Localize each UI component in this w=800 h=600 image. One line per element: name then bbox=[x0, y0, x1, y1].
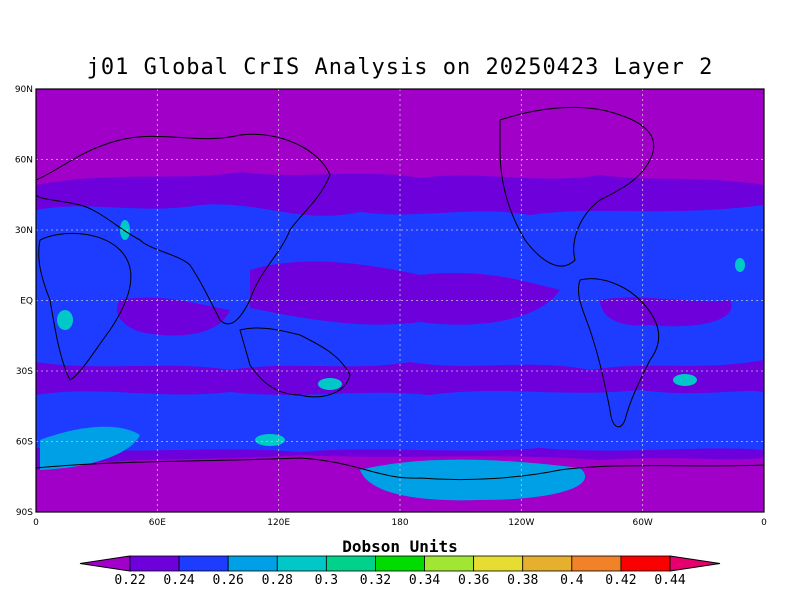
longitude-label: 120E bbox=[267, 518, 290, 528]
colorbar-tick-labels: 0.22 0.24 0.26 0.28 0.3 0.32 0.34 0.36 0.38 0.4 0.… bbox=[114, 573, 685, 588]
arctic-band bbox=[36, 89, 764, 185]
longitude-label: 120W bbox=[508, 518, 534, 528]
colorbar-high-arrow bbox=[669, 555, 721, 572]
longitude-labels: 0 60E 120E 180 120W 60W 0 bbox=[33, 518, 767, 528]
colorbar-tick-label: 0.42 bbox=[605, 573, 636, 588]
colorbar-swatch bbox=[129, 555, 180, 572]
colorbar-tick-label: 0.3 bbox=[315, 573, 338, 588]
longitude-label: 60E bbox=[149, 518, 166, 528]
colorbar-swatch bbox=[276, 555, 327, 572]
longitude-label: 60W bbox=[632, 518, 652, 528]
cyan-patch-3 bbox=[255, 434, 285, 446]
map-frame bbox=[35, 88, 765, 513]
tropical-purple-patch-1 bbox=[250, 261, 560, 325]
tropical-purple-patch-3 bbox=[116, 297, 230, 336]
colorbar-tick-label: 0.28 bbox=[262, 573, 293, 588]
map-gridlines bbox=[36, 89, 764, 512]
colorbar-tick-label: 0.22 bbox=[114, 573, 145, 588]
latitude-label: 90N bbox=[15, 85, 33, 95]
colorbar-swatch bbox=[424, 555, 475, 572]
colorbar-swatch bbox=[620, 555, 671, 572]
latitude-label: 60N bbox=[15, 156, 33, 166]
latitude-labels: 90N 60N 30N EQ 30S 60S 90S bbox=[15, 85, 33, 518]
longitude-label: 180 bbox=[391, 518, 408, 528]
colorbar-tick-label: 0.34 bbox=[409, 573, 440, 588]
cyan-patch-4 bbox=[318, 378, 342, 390]
colorbar-tick-label: 0.4 bbox=[560, 573, 584, 588]
colorbar-swatch bbox=[571, 555, 622, 572]
colorbar-swatch bbox=[522, 555, 573, 572]
colorbar-tick-label: 0.26 bbox=[213, 573, 244, 588]
latitude-label: 60S bbox=[16, 438, 33, 448]
cyan-patch-5 bbox=[735, 258, 745, 272]
southern-cyan-patch bbox=[40, 426, 140, 470]
colorbar-swatch bbox=[227, 555, 278, 572]
latitude-label: 90S bbox=[16, 508, 33, 518]
colorbar-tick-label: 0.24 bbox=[163, 573, 194, 588]
longitude-label: 0 bbox=[33, 518, 39, 528]
latitude-label: 30S bbox=[16, 367, 33, 377]
colorbar-swatch bbox=[178, 555, 229, 572]
colorbar-swatch bbox=[473, 555, 524, 572]
map-title: j01 Global CrIS Analysis on 20250423 Lay… bbox=[86, 55, 714, 80]
latitude-label: 30N bbox=[15, 226, 33, 236]
coastlines bbox=[35, 106, 765, 481]
cyan-patch-6 bbox=[57, 310, 73, 330]
colorbar-tick-label: 0.38 bbox=[507, 573, 538, 588]
colorbar bbox=[79, 555, 721, 572]
tropical-purple-patch-2 bbox=[600, 297, 732, 327]
colorbar-tick-label: 0.36 bbox=[458, 573, 489, 588]
longitude-label: 0 bbox=[761, 518, 767, 528]
cyan-patch-2 bbox=[673, 374, 697, 386]
colorbar-low-arrow bbox=[79, 555, 131, 572]
colorbar-swatch bbox=[375, 555, 425, 572]
colorbar-tick-label: 0.32 bbox=[360, 573, 391, 588]
colorbar-swatch bbox=[325, 555, 376, 572]
cyan-patch-1 bbox=[120, 220, 130, 240]
latitude-label: EQ bbox=[20, 297, 33, 307]
colorbar-tick-label: 0.44 bbox=[654, 573, 685, 588]
colorbar-title: Dobson Units bbox=[342, 537, 458, 556]
